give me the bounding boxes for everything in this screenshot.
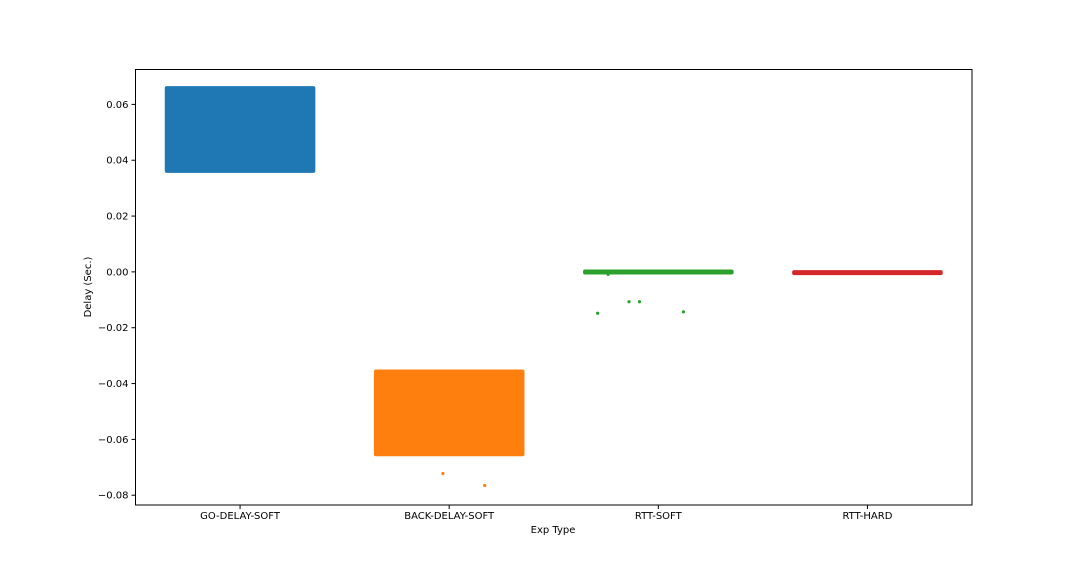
strip-back-delay-soft [373, 369, 525, 457]
outlier-point [596, 311, 600, 315]
x-tick-label: GO-DELAY-SOFT [200, 511, 281, 522]
outlier-point [606, 272, 610, 277]
x-axis-label: Exp Type [531, 525, 576, 536]
outlier-point [627, 300, 631, 304]
y-axis: −0.08 −0.06 −0.04 −0.02 0.00 0.02 0.04 0.06 [98, 100, 136, 502]
y-tick-label: 0.02 [106, 212, 128, 223]
x-tick-label: RTT-SOFT [635, 511, 683, 522]
outlier-point [681, 310, 686, 314]
x-tick-label: RTT-HARD [842, 511, 892, 522]
data-marks [164, 86, 943, 488]
strip-rtt-soft [583, 269, 734, 275]
y-tick-label: 0.06 [106, 100, 128, 111]
x-tick-label: BACK-DELAY-SOFT [404, 511, 495, 522]
y-tick-label: 0.04 [106, 156, 128, 167]
y-tick-label: −0.02 [98, 323, 129, 334]
strip-rtt-hard [792, 270, 943, 276]
y-tick-label: 0.00 [106, 267, 128, 278]
y-tick-label: −0.06 [98, 435, 129, 446]
strip-go-delay-soft [164, 86, 316, 173]
y-tick-label: −0.08 [98, 491, 129, 502]
plot-frame [135, 69, 973, 506]
outlier-point [637, 300, 642, 304]
y-axis-label: Delay (Sec.) [83, 256, 94, 317]
outlier-point [483, 483, 487, 488]
x-axis: GO-DELAY-SOFT BACK-DELAY-SOFT RTT-SOFT RTT-… [200, 505, 893, 522]
outlier-point [441, 471, 445, 476]
y-tick-label: −0.04 [98, 379, 129, 390]
